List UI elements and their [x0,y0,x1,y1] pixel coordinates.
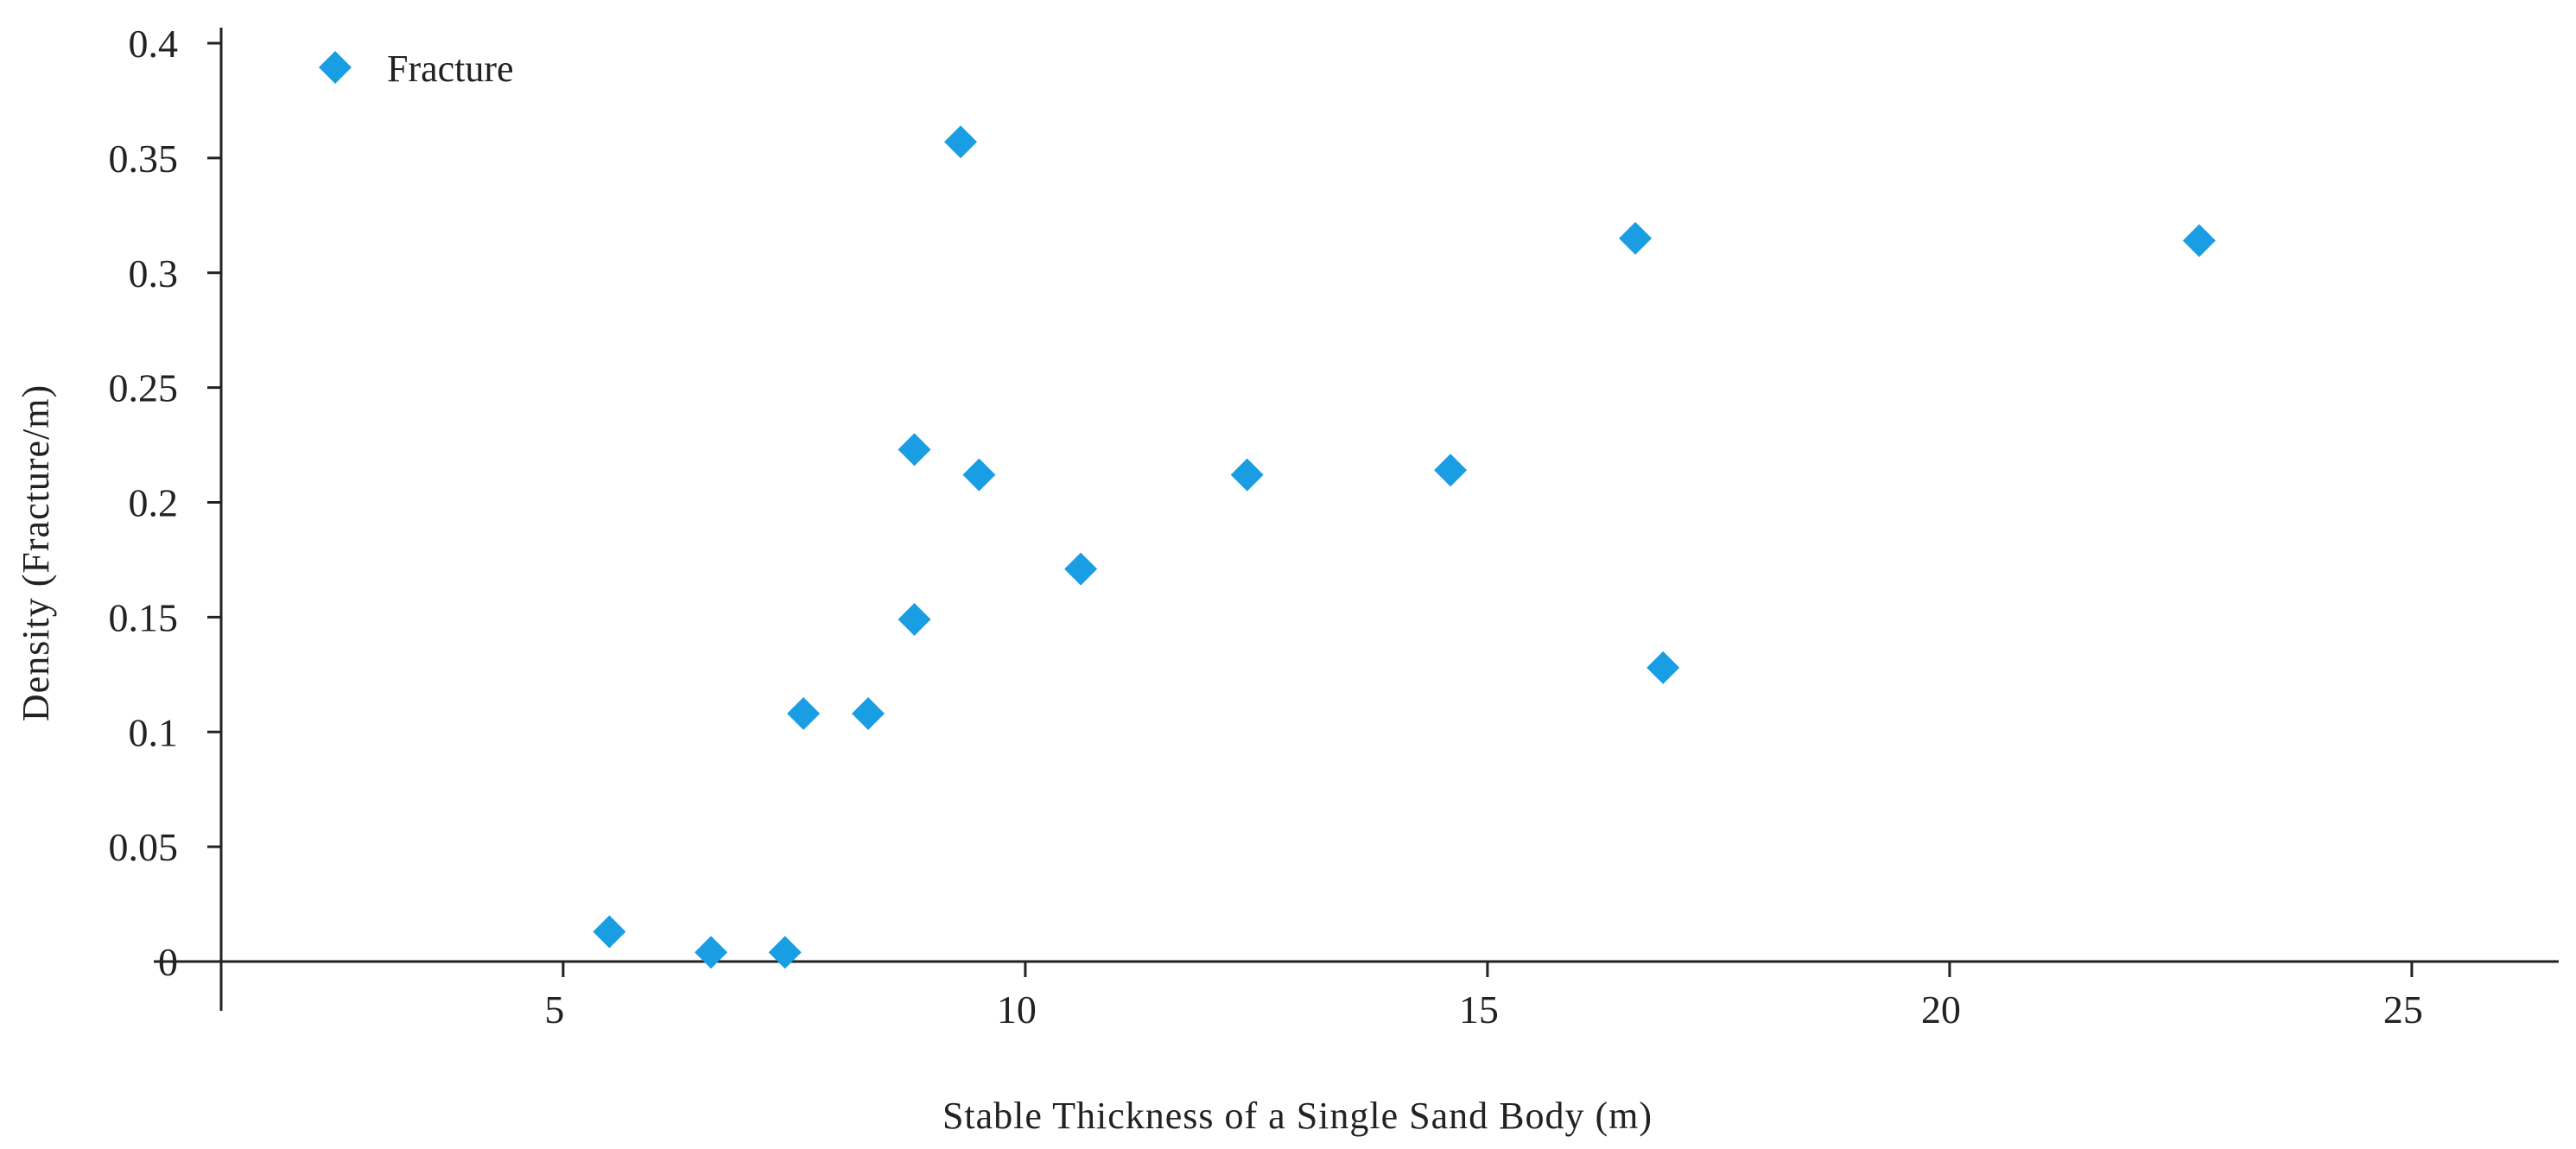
x-tick-label: 15 [1459,987,1499,1032]
y-tick-label: 0.3 [129,251,179,295]
y-tick-label: 0.4 [129,22,179,66]
data-point [768,936,802,969]
y-tick-label: 0.1 [129,710,179,754]
data-point [695,936,728,969]
data-point [962,458,996,492]
data-point [944,125,977,159]
x-tick-label: 25 [2383,987,2423,1032]
legend-label: Fracture [387,48,514,90]
data-point [1064,552,1098,586]
y-tick-label: 0.2 [129,481,179,525]
axes [154,28,2559,1011]
y-tick-label: 0.05 [109,825,179,869]
data-point [898,433,931,467]
data-point [1646,651,1680,684]
y-tick-label: 0.25 [109,366,179,410]
legend: Fracture [319,48,514,90]
y-tick-label: 0 [158,940,178,984]
y-tick-label: 0.35 [109,136,179,181]
data-point [1230,458,1264,492]
legend-marker-icon [319,51,352,84]
data-point [898,603,931,637]
x-ticks: 5 10 15 20 25 [544,962,2423,1032]
y-tick-label: 0.15 [109,595,179,639]
x-tick-label: 20 [1921,987,1961,1032]
data-point [1434,454,1468,487]
data-point [593,915,626,949]
x-axis-title: Stable Thickness of a Single Sand Body (… [942,1095,1653,1137]
data-point [2182,224,2216,257]
data-point [1619,221,1653,255]
y-axis-title: Density (Fracture/m) [15,384,57,721]
data-points [593,125,2216,969]
data-point [852,696,885,730]
x-tick-label: 5 [544,987,564,1032]
x-tick-label: 10 [997,987,1037,1032]
data-point [787,696,821,730]
y-ticks: 0 0.05 0.1 0.15 0.2 0.25 0.3 0.35 0.4 [109,22,221,984]
